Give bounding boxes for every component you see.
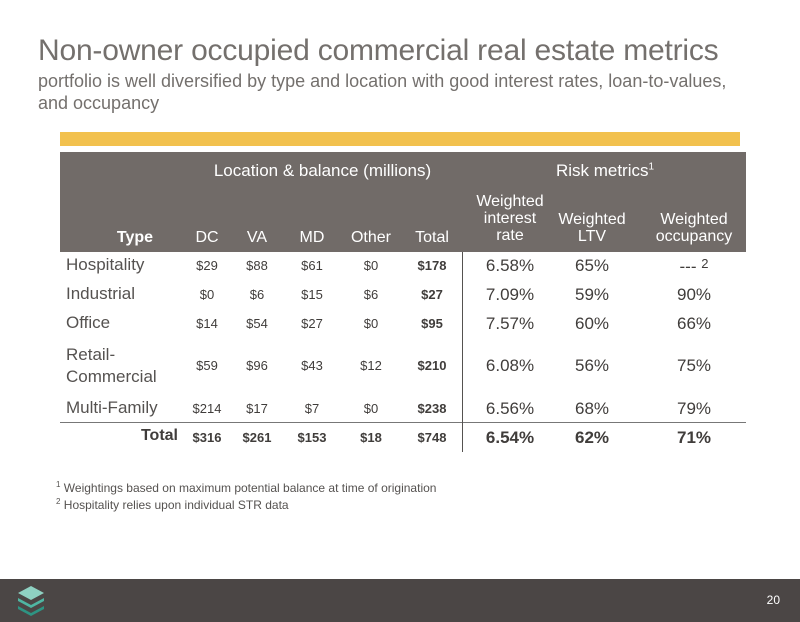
col-header-rate-line: rate bbox=[496, 227, 524, 244]
col-header-total: Total bbox=[415, 229, 449, 246]
table-cell: $18 bbox=[360, 430, 382, 445]
table-cell: 71% bbox=[676, 428, 712, 447]
table-cell: 7.57% bbox=[485, 314, 535, 333]
table-cell: $0 bbox=[363, 316, 379, 331]
page-subtitle: portfolio is well diversified by type an… bbox=[38, 71, 727, 113]
table-cell: 6.54% bbox=[485, 428, 535, 447]
footnote-text: Weightings based on maximum potential ba… bbox=[63, 481, 437, 495]
col-header-dc: DC bbox=[195, 229, 219, 246]
accent-bar bbox=[60, 132, 740, 146]
row-label-line: Retail- bbox=[66, 345, 116, 364]
col-header-other: Other bbox=[350, 229, 391, 246]
col-header-va: VA bbox=[246, 229, 268, 246]
table-cell: $61 bbox=[301, 258, 323, 273]
table-cell: 56% bbox=[574, 356, 610, 375]
table-cell: 60% bbox=[574, 314, 610, 333]
row-label-hospitality: Hospitality bbox=[66, 255, 145, 274]
table-cell: $14 bbox=[196, 316, 218, 331]
table-cell: 90% bbox=[676, 285, 712, 304]
table-cell: $95 bbox=[421, 316, 443, 331]
column-divider bbox=[462, 252, 463, 452]
footnote-marker: 2 bbox=[56, 497, 61, 506]
col-header-type: Type bbox=[116, 229, 154, 246]
table-cell: $748 bbox=[417, 430, 447, 445]
table-cell: $6 bbox=[249, 287, 265, 302]
table-cell: $29 bbox=[196, 258, 218, 273]
table-cell: 6.08% bbox=[485, 356, 535, 375]
table-cell: $43 bbox=[301, 358, 323, 373]
footnote-marker: 2 bbox=[701, 256, 709, 271]
table-cell: $54 bbox=[246, 316, 268, 331]
table-cell: 68% bbox=[574, 399, 610, 418]
table-cell: $6 bbox=[363, 287, 379, 302]
occupancy-value: --- bbox=[679, 257, 697, 276]
table-cell: 75% bbox=[676, 356, 712, 375]
table-cell: 7.09% bbox=[485, 285, 535, 304]
table-cell: $7 bbox=[304, 401, 320, 416]
table-cell: $261 bbox=[242, 430, 272, 445]
col-header-ltv: Weighted LTV bbox=[547, 211, 637, 245]
table-cell: 65% bbox=[574, 256, 610, 275]
group-header-location-label: Location & balance (millions) bbox=[213, 161, 432, 180]
total-row-label: Total bbox=[140, 427, 178, 444]
table-cell: $15 bbox=[301, 287, 323, 302]
col-header-rate-line: Weighted bbox=[476, 193, 544, 210]
page-number: 20 bbox=[766, 593, 780, 607]
slide-footer: 20 bbox=[0, 579, 800, 622]
table-cell: $316 bbox=[192, 430, 222, 445]
row-label-industrial: Industrial bbox=[66, 284, 135, 303]
table-cell: $17 bbox=[246, 401, 268, 416]
group-header-risk-label: Risk metrics bbox=[555, 161, 649, 180]
group-header-risk: Risk metrics1 bbox=[530, 161, 680, 181]
table-cell: $0 bbox=[363, 401, 379, 416]
group-header-location: Location & balance (millions) bbox=[190, 161, 455, 181]
col-header-rate: Weighted interest rate bbox=[465, 193, 555, 244]
table-cell: $210 bbox=[417, 358, 447, 373]
table-cell: $59 bbox=[196, 358, 218, 373]
footnote-2: 2 Hospitality relies upon individual STR… bbox=[56, 497, 289, 512]
table-cell: $153 bbox=[297, 430, 327, 445]
table-cell: 6.56% bbox=[485, 399, 535, 418]
table-cell: $27 bbox=[421, 287, 443, 302]
table-cell: 62% bbox=[574, 428, 610, 447]
col-header-occupancy-line: occupancy bbox=[655, 228, 733, 245]
table-cell: $96 bbox=[246, 358, 268, 373]
table-cell: $27 bbox=[301, 316, 323, 331]
row-label-retail-commercial: Retail- Commercial bbox=[66, 344, 157, 388]
row-label-multi-family: Multi-Family bbox=[66, 398, 158, 417]
table-cell: $178 bbox=[417, 258, 447, 273]
table-cell: 6.58% bbox=[485, 256, 535, 275]
table-cell: $0 bbox=[199, 287, 215, 302]
footnote-1: 1 Weightings based on maximum potential … bbox=[56, 480, 436, 495]
table-cell: 79% bbox=[676, 399, 712, 418]
table-cell: 66% bbox=[676, 314, 712, 333]
page-title: Non-owner occupied commercial real estat… bbox=[38, 34, 719, 67]
col-header-occupancy-line: Weighted bbox=[660, 211, 728, 228]
table-cell: $238 bbox=[417, 401, 447, 416]
col-header-ltv-line: LTV bbox=[577, 228, 607, 245]
footnote-marker: 1 bbox=[56, 480, 61, 489]
col-header-occupancy: Weighted occupancy bbox=[642, 211, 746, 245]
row-label-line: Commercial bbox=[66, 367, 157, 386]
stacked-layers-icon bbox=[18, 586, 44, 616]
table-cell: $214 bbox=[192, 401, 222, 416]
col-header-rate-line: interest bbox=[483, 210, 537, 227]
table-cell: $12 bbox=[360, 358, 382, 373]
table-cell: $88 bbox=[246, 258, 268, 273]
table-cell: $0 bbox=[363, 258, 379, 273]
row-label-office: Office bbox=[66, 313, 111, 332]
col-header-ltv-line: Weighted bbox=[558, 211, 626, 228]
footnote-text: Hospitality relies upon individual STR d… bbox=[63, 498, 289, 512]
table-cell: 59% bbox=[574, 285, 610, 304]
table-header-band bbox=[60, 152, 746, 252]
col-header-md: MD bbox=[299, 229, 325, 246]
total-row-divider bbox=[60, 422, 746, 423]
footnote-marker: 1 bbox=[648, 161, 655, 173]
table-cell: --- 2 bbox=[642, 256, 746, 277]
